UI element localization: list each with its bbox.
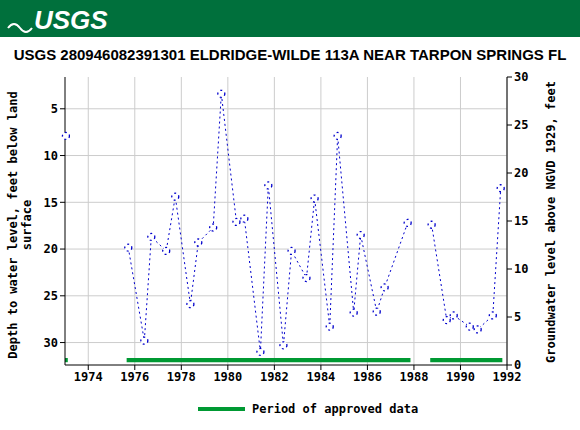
svg-text:surface: surface	[20, 200, 34, 251]
svg-text:1984: 1984	[306, 370, 335, 384]
svg-text:5: 5	[51, 102, 58, 116]
svg-text:USGS: USGS	[34, 5, 108, 35]
svg-text:1982: 1982	[260, 370, 289, 384]
svg-text:30: 30	[514, 70, 528, 84]
svg-text:0: 0	[514, 358, 521, 372]
svg-text:1992: 1992	[492, 369, 522, 384]
svg-text:1986: 1986	[353, 370, 382, 384]
svg-text:Groundwater level above NGVD 1: Groundwater level above NGVD 1929, feet	[544, 81, 558, 363]
svg-text:Depth to water level, feet bel: Depth to water level, feet below land	[8, 91, 20, 358]
svg-text:25: 25	[44, 289, 58, 303]
svg-text:10: 10	[44, 149, 58, 163]
svg-text:15: 15	[44, 196, 58, 210]
svg-text:Period of approved data: Period of approved data	[252, 402, 418, 416]
svg-text:1980: 1980	[213, 370, 242, 384]
svg-text:1988: 1988	[399, 370, 428, 384]
svg-text:25: 25	[514, 118, 528, 132]
svg-text:30: 30	[44, 336, 58, 350]
svg-text:20: 20	[514, 166, 528, 180]
svg-text:1974: 1974	[74, 370, 103, 384]
svg-text:USGS 280946082391301 ELDRIDGE-: USGS 280946082391301 ELDRIDGE-WILDE 113A…	[14, 46, 567, 63]
svg-text:1976: 1976	[120, 370, 149, 384]
svg-text:1978: 1978	[167, 370, 196, 384]
svg-text:5: 5	[514, 310, 521, 324]
svg-text:20: 20	[44, 242, 58, 256]
svg-text:1990: 1990	[446, 370, 475, 384]
svg-text:15: 15	[514, 214, 528, 228]
svg-text:10: 10	[514, 262, 528, 276]
